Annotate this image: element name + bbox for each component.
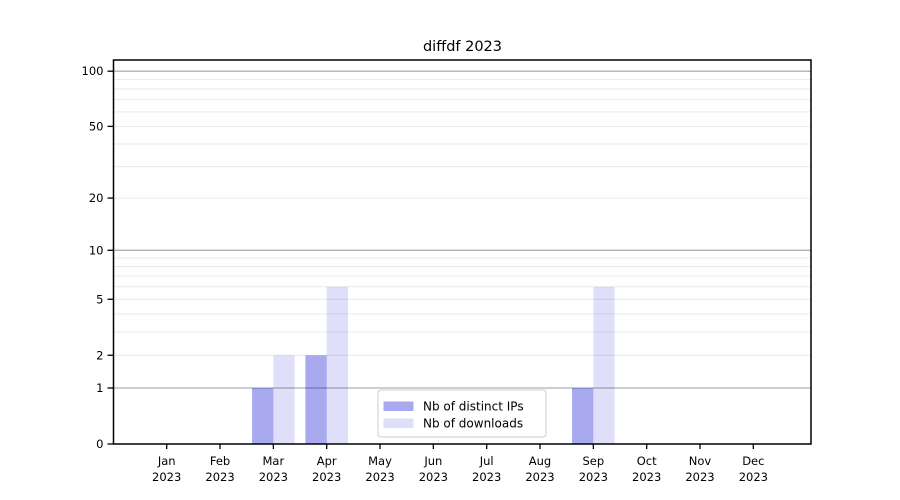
legend-label-downloads: Nb of downloads xyxy=(423,417,523,431)
x-tick-label-month: Jan xyxy=(157,454,176,468)
y-tick-label: 50 xyxy=(89,119,104,133)
x-tick-label-year: 2023 xyxy=(419,470,448,484)
legend-box xyxy=(377,389,547,438)
y-tick-label: 0 xyxy=(96,437,103,451)
x-tick-label-year: 2023 xyxy=(739,470,768,484)
y-tick-label: 1 xyxy=(96,381,103,395)
x-tick-label-year: 2023 xyxy=(205,470,234,484)
x-tick-label-month: Apr xyxy=(317,454,337,468)
bar-distinct-ips-mar xyxy=(252,388,274,444)
legend: Nb of distinct IPs Nb of downloads xyxy=(377,389,547,438)
x-tick-label-month: Oct xyxy=(637,454,657,468)
chart-title: diffdf 2023 xyxy=(423,39,502,55)
x-tick-label-year: 2023 xyxy=(365,470,394,484)
y-tick-label: 2 xyxy=(96,348,103,362)
x-tick-label-month: Dec xyxy=(742,454,764,468)
x-tick-label-year: 2023 xyxy=(472,470,501,484)
legend-swatch-distinct-ips xyxy=(383,401,414,411)
y-tick-label: 20 xyxy=(89,191,104,205)
y-tick-label: 100 xyxy=(82,64,104,78)
x-tick-label-month: Feb xyxy=(210,454,230,468)
x-tick-label-month: Nov xyxy=(689,454,712,468)
x-tick-label-year: 2023 xyxy=(312,470,341,484)
plot-area: 0 1 2 5 10 20 50 100 Jan 2023 Feb 2023 Mar 2023 Apr 202… xyxy=(82,59,812,484)
x-tick-label-year: 2023 xyxy=(259,470,288,484)
x-tick-label-year: 2023 xyxy=(152,470,181,484)
bar-downloads-mar xyxy=(273,355,295,444)
bar-distinct-ips-apr xyxy=(305,355,327,444)
y-tick-label: 10 xyxy=(89,243,104,257)
x-tick-label-year: 2023 xyxy=(579,470,608,484)
x-tick-label-month: Jun xyxy=(423,454,442,468)
x-tick-label-year: 2023 xyxy=(525,470,554,484)
x-tick-label-month: May xyxy=(368,454,392,468)
x-tick-label-month: Sep xyxy=(582,454,604,468)
plot-border xyxy=(112,59,812,445)
legend-swatch-downloads xyxy=(383,418,414,428)
x-tick-label-year: 2023 xyxy=(685,470,714,484)
x-tick-label-month: Mar xyxy=(263,454,285,468)
y-tick-label: 5 xyxy=(96,292,103,306)
bar-distinct-ips-sep xyxy=(572,388,594,444)
legend-label-distinct-ips: Nb of distinct IPs xyxy=(423,400,524,414)
bar-downloads-sep xyxy=(593,286,615,444)
x-tick-label-month: Jul xyxy=(479,454,494,468)
bar-downloads-apr xyxy=(326,286,348,444)
x-tick-label-month: Aug xyxy=(529,454,551,468)
x-tick-label-year: 2023 xyxy=(632,470,661,484)
